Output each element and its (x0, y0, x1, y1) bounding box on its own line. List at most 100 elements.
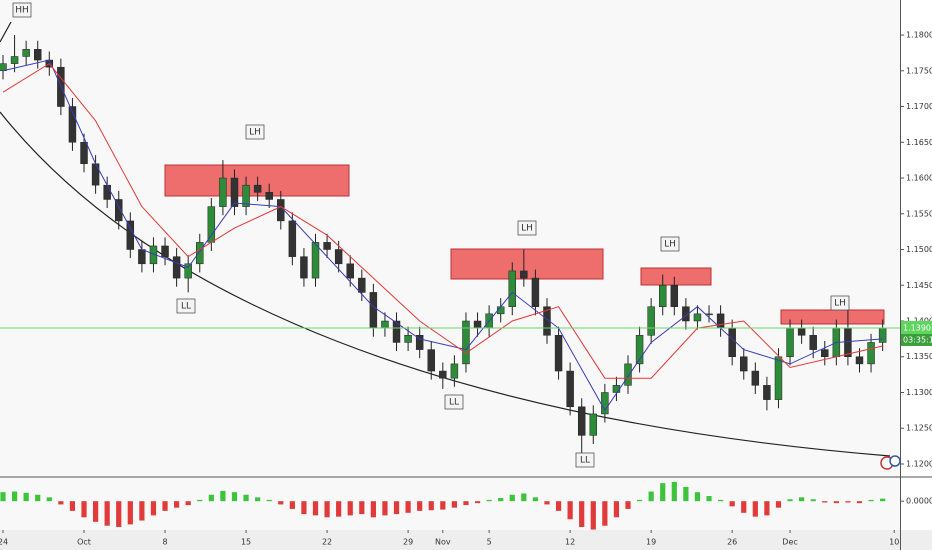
oscillator-bar (521, 493, 527, 502)
candle-body (797, 327, 806, 336)
oscillator-bar (92, 501, 99, 522)
x-tick-label: 12 (565, 538, 575, 547)
oscillator-bar (278, 501, 284, 505)
y-tick-label: 1.17000 (906, 102, 932, 111)
oscillator-bar (555, 501, 562, 511)
candle-body (543, 306, 551, 336)
x-tick-label: 24 (0, 538, 8, 547)
oscillator-bar (694, 492, 701, 502)
oscillator-bar (162, 501, 168, 511)
oscillator-bar (451, 501, 457, 508)
oscillator-bar (683, 487, 689, 502)
oscillator-bar (69, 501, 76, 511)
annotation-box (660, 236, 680, 252)
candle-body (80, 142, 88, 164)
candle-body (242, 184, 250, 207)
annotation-box (245, 124, 265, 140)
oscillator-bar (231, 492, 238, 502)
oscillator-bar (428, 501, 434, 511)
oscillator-bar (845, 501, 851, 503)
x-tick-label: 26 (727, 538, 737, 547)
candle-body (844, 327, 852, 357)
candle-body (624, 363, 632, 386)
candle-body (786, 327, 794, 357)
x-tick-label: 22 (322, 538, 332, 547)
candle-body (415, 335, 424, 350)
oscillator-bar (174, 501, 180, 508)
oscillator-bar (775, 501, 782, 508)
candle-body (763, 385, 771, 400)
x-tick-label: 29 (403, 538, 413, 547)
oscillator-bar (220, 490, 226, 502)
countdown-box (901, 333, 932, 346)
y-tick-label: 1.15000 (906, 245, 932, 254)
annotation: LH (834, 299, 846, 309)
candle-body (253, 184, 262, 193)
candle-body (531, 277, 540, 307)
oscillator-bar (312, 501, 319, 516)
oscillator-bar (833, 501, 839, 504)
axes: 1.120001.125001.130001.135001.140001.145… (0, 31, 932, 547)
current-price-box (901, 320, 932, 334)
oscillator-bar (301, 501, 307, 515)
candle-body (508, 270, 516, 307)
oscillator-bar (532, 497, 539, 502)
x-tick-label: Nov (435, 538, 451, 547)
oscillator-bar (266, 499, 272, 502)
oscillator-bar (370, 501, 376, 518)
oscillator-bar (336, 501, 342, 517)
plot-background (0, 0, 900, 530)
candle-body (392, 320, 401, 343)
annotation: HH (15, 6, 29, 16)
x-tick-label: 5 (487, 538, 492, 547)
oscillator-bar (741, 501, 747, 513)
annotation: LH (249, 128, 261, 138)
time-axis-background (0, 530, 932, 550)
oscillator-bar (602, 501, 608, 526)
oscillator-bar (0, 492, 6, 502)
oscillator-bar (567, 501, 573, 520)
oscillator-bar (81, 501, 87, 518)
oscillator-bar (150, 501, 157, 516)
oscillator-bar (255, 497, 261, 502)
countdown-label: 03:35:19 (903, 335, 932, 344)
oscillator-bar (636, 499, 643, 502)
candle-body (230, 177, 239, 207)
oscillator-bar (104, 501, 110, 526)
resistance-zone (640, 267, 712, 286)
oscillator-bar (660, 483, 666, 502)
candle-body (138, 249, 146, 265)
candle-body (381, 320, 389, 329)
annotation: LH (521, 224, 533, 234)
trend-line (0, 21, 12, 43)
y-tick-label: 0.0000 (906, 497, 932, 506)
candle-body (635, 335, 644, 365)
oscillator-bar (625, 501, 631, 509)
annotation: LH (664, 240, 676, 250)
oscillator-bar (382, 501, 388, 516)
oscillator-bar (648, 491, 654, 502)
candle-body (369, 292, 378, 329)
oscillator-bar (405, 501, 411, 513)
y-tick-label: 1.12500 (906, 424, 932, 433)
y-tick-label: 1.13500 (906, 352, 932, 361)
oscillator-bar (509, 494, 515, 502)
oscillator-bar (856, 501, 863, 504)
oscillator-bar (764, 501, 770, 516)
annotation-box (575, 452, 595, 468)
oscillator-bar (752, 501, 758, 517)
x-tick-label: Oct (77, 538, 91, 547)
candle-body (809, 335, 817, 350)
candle-body (728, 327, 736, 357)
oscillator-bar (23, 492, 29, 502)
price-pane: HH LH LL LH LL LH LL LH (0, 2, 900, 468)
candle-body (196, 242, 204, 265)
oscillator-bar (185, 501, 191, 506)
candle-body (346, 263, 354, 279)
oscillator-bar (544, 501, 550, 505)
candle-body (115, 199, 123, 222)
candle-body (358, 277, 366, 293)
candle-body (577, 406, 586, 436)
x-tick-label: 15 (241, 538, 251, 547)
x-tick-label: 8 (162, 538, 167, 547)
